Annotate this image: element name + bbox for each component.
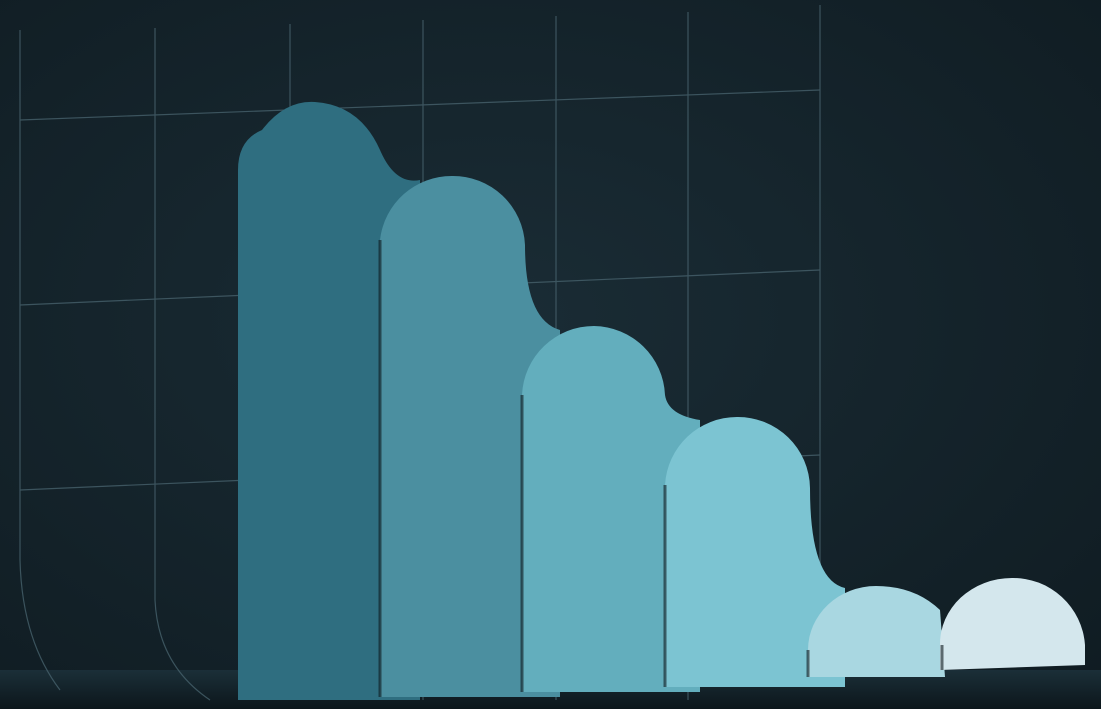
bar	[380, 175, 560, 697]
grid-line	[19, 30, 61, 691]
bar	[939, 577, 1085, 670]
bar	[238, 101, 420, 700]
bar	[665, 416, 845, 687]
grid-line	[154, 28, 211, 701]
bar	[522, 325, 700, 692]
bar-edges	[378, 240, 944, 697]
bar	[808, 586, 945, 677]
grid-line	[19, 89, 821, 121]
bars	[238, 101, 1085, 700]
